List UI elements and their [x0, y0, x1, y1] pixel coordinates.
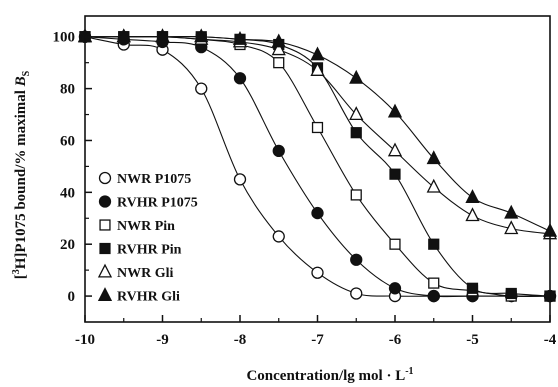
data-point-nwr-pin-6	[311, 121, 324, 134]
axes: -10 -9 -8 -7 -6 -5 -4 0 20 40 60 80 100	[53, 15, 557, 348]
data-point-nwr-p1075-5	[272, 230, 285, 243]
legend-marker-nwr-gli	[97, 263, 113, 278]
data-point-rvhr-gli-9	[426, 150, 441, 165]
data-point-nwr-pin-7	[350, 189, 362, 201]
legend-label-rvhr-p1075: RVHR P1075	[117, 196, 198, 211]
data-point-rvhr-gli-5	[271, 33, 286, 48]
legend-item-rvhr-p1075: RVHR P1075	[98, 195, 198, 211]
x-tick-label: -10	[75, 332, 95, 348]
x-tick-label: -8	[234, 332, 247, 348]
data-point-rvhr-p1075-9	[427, 289, 440, 303]
y-tick-label: 60	[60, 133, 75, 149]
data-point-nwr-gli-7	[349, 106, 364, 121]
data-point-nwr-gli-11	[504, 220, 519, 235]
y-tick-label: 100	[53, 30, 76, 46]
y-tick-label: 40	[60, 185, 75, 201]
x-tick-label: -5	[466, 332, 479, 348]
legend-marker-nwr-p1075	[98, 171, 112, 185]
data-point-rvhr-pin-10	[466, 282, 479, 294]
legend: NWR P1075 RVHR P1075 NWR Pin RVHR Pin NWR Gl…	[97, 171, 198, 305]
data-point-nwr-gli-10	[465, 207, 480, 222]
data-point-rvhr-pin-9	[428, 238, 440, 250]
data-point-nwr-gli-8	[387, 142, 403, 157]
legend-item-nwr-p1075: NWR P1075	[98, 171, 191, 187]
data-point-rvhr-pin-11	[505, 287, 517, 300]
data-point-rvhr-pin-8	[389, 168, 401, 180]
x-tick-label: -4	[544, 332, 557, 348]
x-tick-label: -7	[311, 332, 324, 348]
legend-label-nwr-gli: NWR Gli	[117, 266, 174, 281]
y-tick-label: 20	[60, 237, 75, 253]
data-point-rvhr-gli-7	[349, 69, 364, 84]
legend-marker-nwr-pin	[99, 219, 111, 231]
legend-marker-rvhr-gli	[97, 287, 113, 301]
data-point-rvhr-p1075-4	[233, 72, 247, 85]
data-point-rvhr-p1075-6	[311, 206, 324, 220]
legend-label-nwr-pin: NWR Pin	[117, 219, 175, 234]
data-point-nwr-gli-5	[271, 41, 286, 56]
data-point-rvhr-gli-6	[310, 46, 325, 61]
data-point-nwr-pin-8	[389, 238, 401, 250]
data-point-rvhr-p1075-7	[350, 253, 363, 266]
legend-item-rvhr-pin: RVHR Pin	[99, 242, 182, 258]
x-tick-label: -6	[389, 332, 402, 348]
legend-marker-rvhr-pin	[99, 242, 111, 255]
data-point-nwr-p1075-6	[311, 266, 324, 279]
legend-item-nwr-gli: NWR Gli	[97, 263, 174, 281]
data-point-nwr-pin-9	[428, 277, 440, 289]
data-point-nwr-gli-9	[426, 178, 441, 193]
legend-marker-rvhr-p1075	[98, 195, 112, 208]
data-point-nwr-p1075-3	[195, 82, 208, 95]
data-point-rvhr-p1075-8	[388, 282, 402, 295]
y-tick-label: 0	[68, 289, 76, 305]
y-axis-label: [3H]P1075 bound/% maximal BS	[11, 70, 32, 279]
y-tick-label: 80	[60, 82, 75, 98]
data-point-rvhr-gli-8	[387, 103, 403, 118]
data-point-rvhr-gli-1	[116, 28, 131, 43]
data-point-nwr-p1075-7	[350, 287, 363, 300]
legend-label-nwr-p1075: NWR P1075	[117, 172, 191, 187]
data-point-nwr-p1075-4	[233, 173, 247, 186]
legend-label-rvhr-gli: RVHR Gli	[117, 290, 180, 305]
data-point-rvhr-gli-4	[232, 30, 248, 45]
legend-item-rvhr-gli: RVHR Gli	[97, 287, 180, 305]
data-point-rvhr-gli-3	[194, 28, 209, 43]
legend-label-rvhr-pin: RVHR Pin	[117, 243, 182, 258]
x-tick-label: -9	[156, 332, 169, 348]
plot-area	[77, 28, 558, 303]
data-point-rvhr-gli-10	[465, 189, 480, 204]
data-point-nwr-gli-6	[310, 62, 325, 76]
data-point-rvhr-p1075-5	[272, 144, 285, 157]
x-axis-label: Concentration/lg mol · L-1	[246, 366, 413, 384]
data-point-rvhr-gli-11	[504, 204, 519, 219]
legend-item-nwr-pin: NWR Pin	[99, 219, 175, 234]
data-point-rvhr-gli-2	[155, 28, 170, 43]
data-point-nwr-pin-5	[273, 57, 285, 69]
data-point-rvhr-pin-7	[350, 127, 362, 139]
